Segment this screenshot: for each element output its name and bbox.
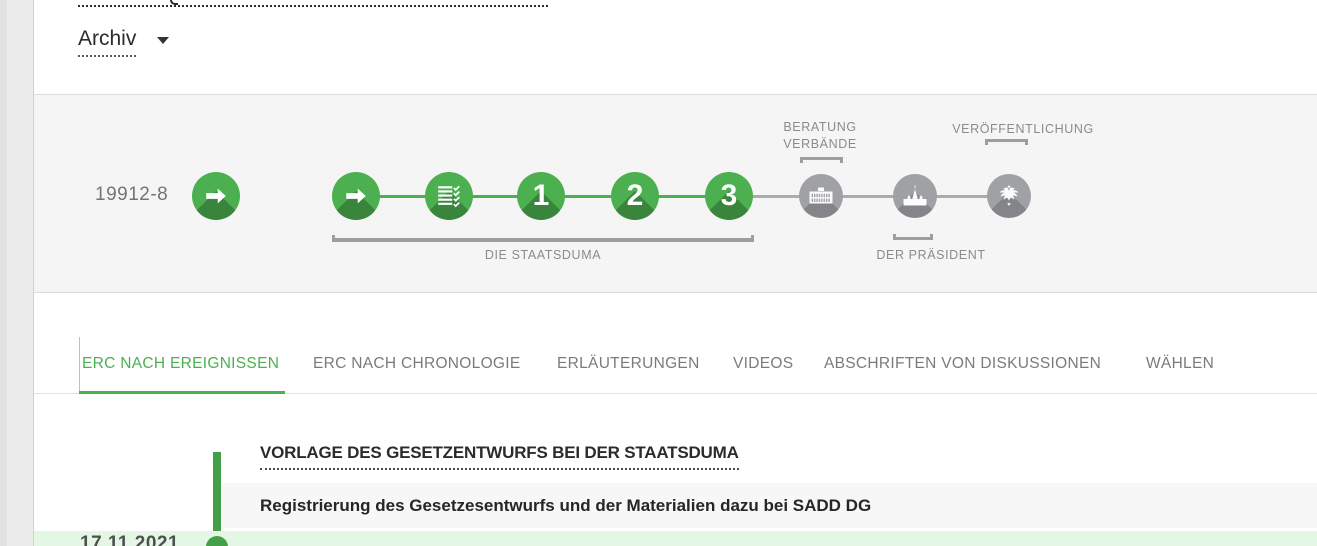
praesident-bracket — [893, 234, 933, 240]
truncated-bill-title-descender — [170, 0, 178, 5]
arrow-right-icon — [343, 183, 369, 209]
bill-number: 19912-8 — [95, 184, 169, 205]
truncated-bill-title-underline — [78, 5, 548, 7]
staatsduma-bracket — [332, 235, 754, 242]
tab-waehlen[interactable]: WÄHLEN — [1146, 355, 1215, 372]
tabs-bar — [34, 293, 1317, 394]
step-introduction[interactable] — [332, 172, 380, 220]
event-timeline-line — [213, 452, 221, 546]
step-federation-council[interactable] — [799, 174, 843, 218]
staatsduma-label: DIE STAATSDUMA — [484, 248, 602, 262]
tab-erc-nach-chronologie[interactable]: ERC NACH CHRONOLOGIE — [313, 355, 521, 372]
active-tab-left-hairline — [79, 337, 80, 391]
veroeffentlichung-bracket — [985, 139, 1028, 145]
arrow-right-icon — [203, 183, 229, 209]
chevron-down-icon[interactable] — [157, 37, 169, 44]
step-preliminary-review[interactable] — [425, 172, 473, 220]
tab-videos[interactable]: VIDEOS — [733, 355, 794, 372]
checklist-icon — [436, 183, 462, 209]
beratung-verbaende-label: BERATUNG VERBÄNDE — [783, 120, 857, 151]
government-building-icon — [807, 184, 835, 208]
content-card: Archiv 19912-8 1 — [33, 0, 1317, 546]
bill-progress-panel — [34, 94, 1317, 293]
step-second-reading[interactable]: 2 — [611, 172, 659, 220]
step-number: 1 — [532, 179, 550, 212]
veroeffentlichung-label: VERÖFFENTLICHUNG — [952, 122, 1094, 136]
event-row[interactable]: Registrierung des Gesetzesentwurfs und d… — [222, 483, 1317, 528]
window-edge — [0, 0, 7, 546]
stage-heading-link[interactable]: VORLAGE DES GESETZENTWURFS BEI DER STAAT… — [260, 443, 739, 470]
tab-abschriften-von-diskussionen[interactable]: ABSCHRIFTEN VON DISKUSSIONEN — [824, 355, 1102, 372]
step-number: 3 — [720, 179, 738, 212]
tab-erc-nach-ereignissen[interactable]: ERC NACH EREIGNISSEN — [82, 355, 280, 372]
double-eagle-icon — [996, 183, 1022, 209]
beratung-verbaende-bracket — [800, 157, 843, 163]
step-first-reading[interactable]: 1 — [517, 172, 565, 220]
event-date: 17.11.2021 — [80, 533, 180, 546]
event-row-date-band — [34, 531, 1317, 546]
event-timeline-dot — [206, 536, 228, 546]
step-third-reading[interactable]: 3 — [705, 172, 753, 220]
tab-erlaeuterungen[interactable]: ERLÄUTERUNGEN — [557, 355, 700, 372]
step-president[interactable] — [893, 174, 937, 218]
timeline-connector-gray — [729, 195, 1009, 198]
praesident-label: DER PRÄSIDENT — [876, 248, 986, 262]
event-stage-marker — [192, 172, 240, 220]
step-publication[interactable] — [987, 174, 1031, 218]
kremlin-icon — [901, 184, 929, 208]
active-tab-underline — [79, 391, 285, 394]
step-number: 2 — [626, 179, 644, 212]
archiv-dropdown[interactable]: Archiv — [78, 27, 137, 57]
